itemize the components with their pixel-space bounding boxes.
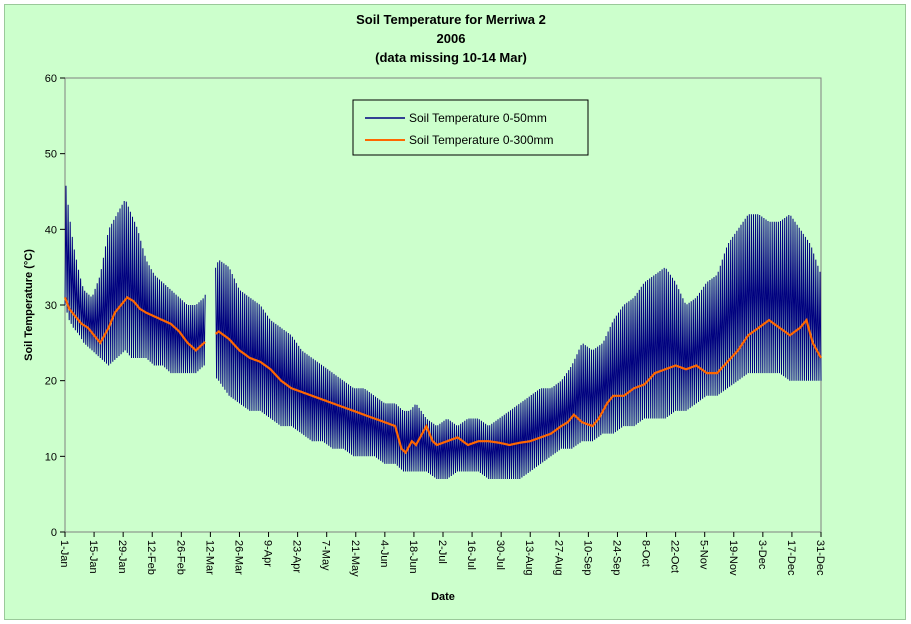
x-tick-label: 31-Dec [814, 540, 826, 576]
x-tick-label: 29-Jan [116, 540, 128, 574]
legend-label-0-300mm: Soil Temperature 0-300mm [409, 133, 554, 147]
x-tick-label: 12-Feb [145, 540, 157, 575]
legend: Soil Temperature 0-50mm Soil Temperature… [353, 100, 588, 155]
x-tick-label: 1-Jan [58, 540, 70, 568]
x-axis-label: Date [431, 591, 455, 603]
y-axis-ticks: 0 10 20 30 40 50 60 [45, 73, 65, 539]
x-tick-label: 17-Dec [785, 540, 797, 576]
x-tick-label: 15-Jan [87, 540, 99, 574]
chart-title: Soil Temperature for Merriwa 2 [356, 12, 546, 27]
y-tick-label: 30 [45, 300, 57, 312]
y-tick-label: 60 [45, 73, 57, 85]
x-tick-label: 4-Jun [378, 540, 390, 568]
chart-area: Soil Temperature for Merriwa 2 2006 (dat… [4, 4, 906, 620]
x-tick-label: 26-Feb [174, 540, 186, 575]
x-tick-label: 10-Sep [581, 540, 593, 575]
x-tick-label: 9-Apr [262, 540, 274, 567]
x-tick-label: 21-May [349, 540, 361, 577]
x-tick-label: 3-Dec [756, 540, 768, 570]
x-tick-label: 30-Jul [494, 540, 506, 570]
y-tick-label: 50 [45, 149, 57, 161]
x-axis-ticks: 1-Jan 15-Jan 29-Jan 12-Feb 26-Feb 12-Mar 26-Ma… [58, 532, 826, 577]
y-axis-label: Soil Temperature (°C) [23, 249, 35, 361]
y-tick-label: 20 [45, 376, 57, 388]
y-tick-label: 0 [51, 527, 57, 539]
x-tick-label: 8-Oct [640, 540, 652, 567]
x-tick-label: 23-Apr [291, 540, 303, 573]
x-tick-label: 26-Mar [232, 540, 244, 575]
soil-temperature-chart: Soil Temperature for Merriwa 2 2006 (dat… [5, 5, 905, 619]
x-tick-label: 27-Aug [552, 540, 564, 575]
y-tick-label: 40 [45, 224, 57, 236]
x-tick-label: 13-Aug [523, 540, 535, 575]
x-tick-label: 5-Nov [698, 540, 710, 570]
x-tick-label: 12-Mar [203, 540, 215, 575]
chart-subtitle: 2006 [437, 31, 466, 46]
x-tick-label: 18-Jun [407, 540, 419, 574]
legend-label-0-50mm: Soil Temperature 0-50mm [409, 111, 547, 125]
x-tick-label: 16-Jul [465, 540, 477, 570]
x-tick-label: 2-Jul [436, 540, 448, 564]
x-tick-label: 24-Sep [610, 540, 622, 575]
x-tick-label: 22-Oct [669, 540, 681, 573]
x-tick-label: 7-May [320, 540, 332, 571]
x-tick-label: 19-Nov [727, 540, 739, 576]
chart-note: (data missing 10-14 Mar) [375, 50, 527, 65]
y-tick-label: 10 [45, 451, 57, 463]
